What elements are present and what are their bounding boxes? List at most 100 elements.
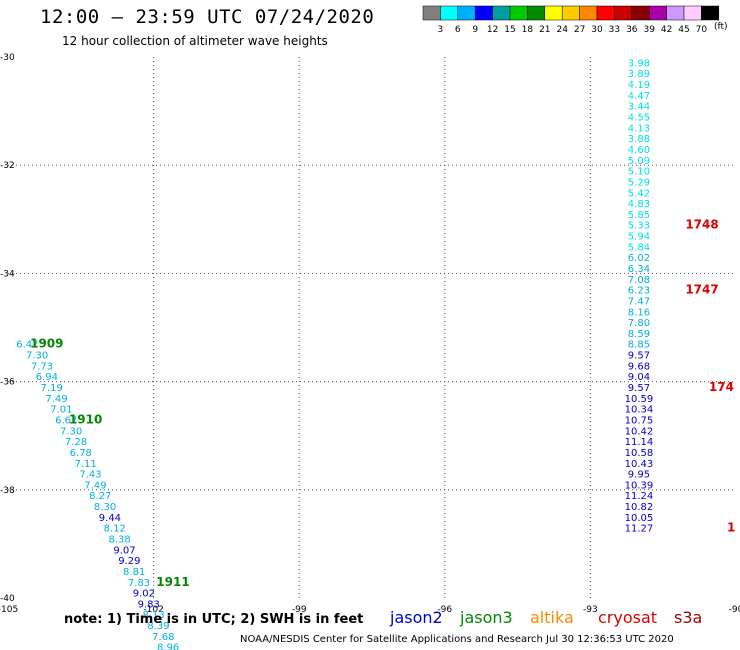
data-point-label: 8.38 — [108, 534, 130, 545]
data-point-label: 8.27 — [89, 491, 111, 502]
data-point-label: 8.12 — [104, 524, 126, 535]
legend-entry-jason2: jason2 — [390, 608, 443, 627]
colorbar-label: 21 — [539, 25, 550, 35]
legend-entry-altika: altika — [530, 608, 574, 627]
time-label: 1910 — [69, 412, 102, 426]
data-point-label: 7.49 — [45, 394, 67, 405]
data-point-label: 9.83 — [138, 599, 160, 610]
colorbar-label: 36 — [626, 25, 638, 35]
time-label: 1747 — [685, 283, 718, 297]
colorbar-swatch — [561, 5, 580, 21]
data-point-label: 5.42 — [628, 188, 650, 199]
colorbar-swatch — [648, 5, 667, 21]
data-point-label: 10.82 — [625, 502, 654, 513]
data-point-label: 5.09 — [628, 156, 650, 167]
data-point-label: 3.88 — [628, 134, 650, 145]
colorbar-swatch — [614, 5, 633, 21]
data-point-label: 11.14 — [625, 437, 654, 448]
data-point-label: 9.57 — [628, 383, 650, 394]
data-point-label: 7.83 — [128, 578, 150, 589]
chart-subtitle: 12 hour collection of altimeter wave hei… — [62, 34, 328, 48]
x-tick-label: -99 — [292, 605, 307, 615]
data-point-label: 9.57 — [628, 351, 650, 362]
colorbar-swatch — [527, 5, 546, 21]
data-point-label: 5.29 — [628, 177, 650, 188]
data-point-label: 11.27 — [625, 524, 654, 535]
time-label: 1909 — [30, 337, 63, 351]
data-point-label: 4.83 — [628, 199, 650, 210]
data-point-label: 6.47 — [16, 340, 38, 351]
colorbar-swatch — [701, 5, 720, 21]
colorbar-swatch — [596, 5, 615, 21]
data-point-label: 5.33 — [628, 221, 650, 232]
data-point-label: 9.29 — [118, 556, 140, 567]
data-point-label: 9.95 — [628, 470, 650, 481]
colorbar-swatch — [683, 5, 702, 21]
x-tick-label: -93 — [583, 605, 598, 615]
time-label: 1748 — [685, 218, 718, 232]
data-point-label: 7.30 — [26, 351, 48, 362]
data-point-label: 10.05 — [625, 513, 654, 524]
data-point-label: 10.39 — [625, 480, 654, 491]
data-point-label: 6.78 — [70, 448, 92, 459]
data-point-label: 10.42 — [625, 426, 654, 437]
data-point-label: 8.16 — [628, 307, 650, 318]
data-point-label: 9.04 — [628, 372, 650, 383]
data-point-label: 10.58 — [625, 448, 654, 459]
colorbar-label: 42 — [661, 25, 672, 35]
data-point-label: 9.07 — [113, 545, 135, 556]
data-point-label: 4.13 — [628, 123, 650, 134]
colorbar-label: 45 — [678, 25, 689, 35]
colorbar-unit: (ft) — [714, 22, 728, 32]
colorbar-swatch — [422, 5, 441, 21]
data-point-label: 8.81 — [123, 567, 145, 578]
data-point-label: 10.43 — [625, 459, 654, 470]
chart-title: 12:00 – 23:59 UTC 07/24/2020 — [40, 6, 375, 28]
y-tick-label: -36 — [0, 378, 15, 388]
data-point-label: 5.10 — [628, 167, 650, 178]
colorbar-label: 15 — [504, 25, 515, 35]
data-point-label: 7.73 — [31, 361, 53, 372]
data-point-label: 4.60 — [628, 145, 650, 156]
y-tick-label: -32 — [0, 161, 15, 171]
x-tick-label: -105 — [0, 605, 18, 615]
colorbar-label: 70 — [696, 25, 708, 35]
data-point-label: 7.19 — [41, 383, 63, 394]
data-point-label: 7.08 — [628, 275, 650, 286]
data-point-label: 5.84 — [628, 242, 650, 253]
time-label: 1911 — [156, 575, 189, 589]
data-point-label: 9.68 — [628, 361, 650, 372]
data-point-label: 8.85 — [628, 340, 650, 351]
data-point-label: 7.49 — [84, 480, 106, 491]
colorbar-label: 24 — [556, 25, 568, 35]
data-point-label: 10.59 — [625, 394, 654, 405]
colorbar-swatch — [666, 5, 685, 21]
colorbar-swatch — [474, 5, 493, 21]
x-tick-label: -102 — [143, 605, 163, 615]
data-point-label: 7.80 — [628, 318, 650, 329]
colorbar-swatch — [457, 5, 476, 21]
data-point-label: 7.30 — [60, 426, 82, 437]
data-point-label: 8.39 — [147, 621, 169, 632]
data-point-label: 3.44 — [628, 102, 650, 113]
data-point-label: 6.94 — [36, 372, 58, 383]
colorbar-label: 6 — [455, 25, 461, 35]
colorbar-swatch — [492, 5, 511, 21]
colorbar-label: 9 — [472, 25, 478, 35]
data-point-label: 5.94 — [628, 232, 650, 243]
y-tick-label: -38 — [0, 486, 15, 496]
colorbar-label: 33 — [609, 25, 620, 35]
y-tick-label: -34 — [0, 269, 15, 279]
data-point-label: 8.96 — [157, 643, 179, 650]
data-point-label: 4.47 — [628, 91, 650, 102]
colorbar-swatch — [579, 5, 598, 21]
time-label: 1 — [727, 521, 735, 535]
data-point-label: 10.34 — [625, 405, 654, 416]
data-point-label: 4.55 — [628, 113, 650, 124]
colorbar-label: 39 — [643, 25, 655, 35]
colorbar-label: 27 — [574, 25, 585, 35]
colorbar-label: 18 — [522, 25, 534, 35]
colorbar-label: 12 — [487, 25, 498, 35]
credit-line: NOAA/NESDIS Center for Satellite Applica… — [240, 634, 674, 645]
